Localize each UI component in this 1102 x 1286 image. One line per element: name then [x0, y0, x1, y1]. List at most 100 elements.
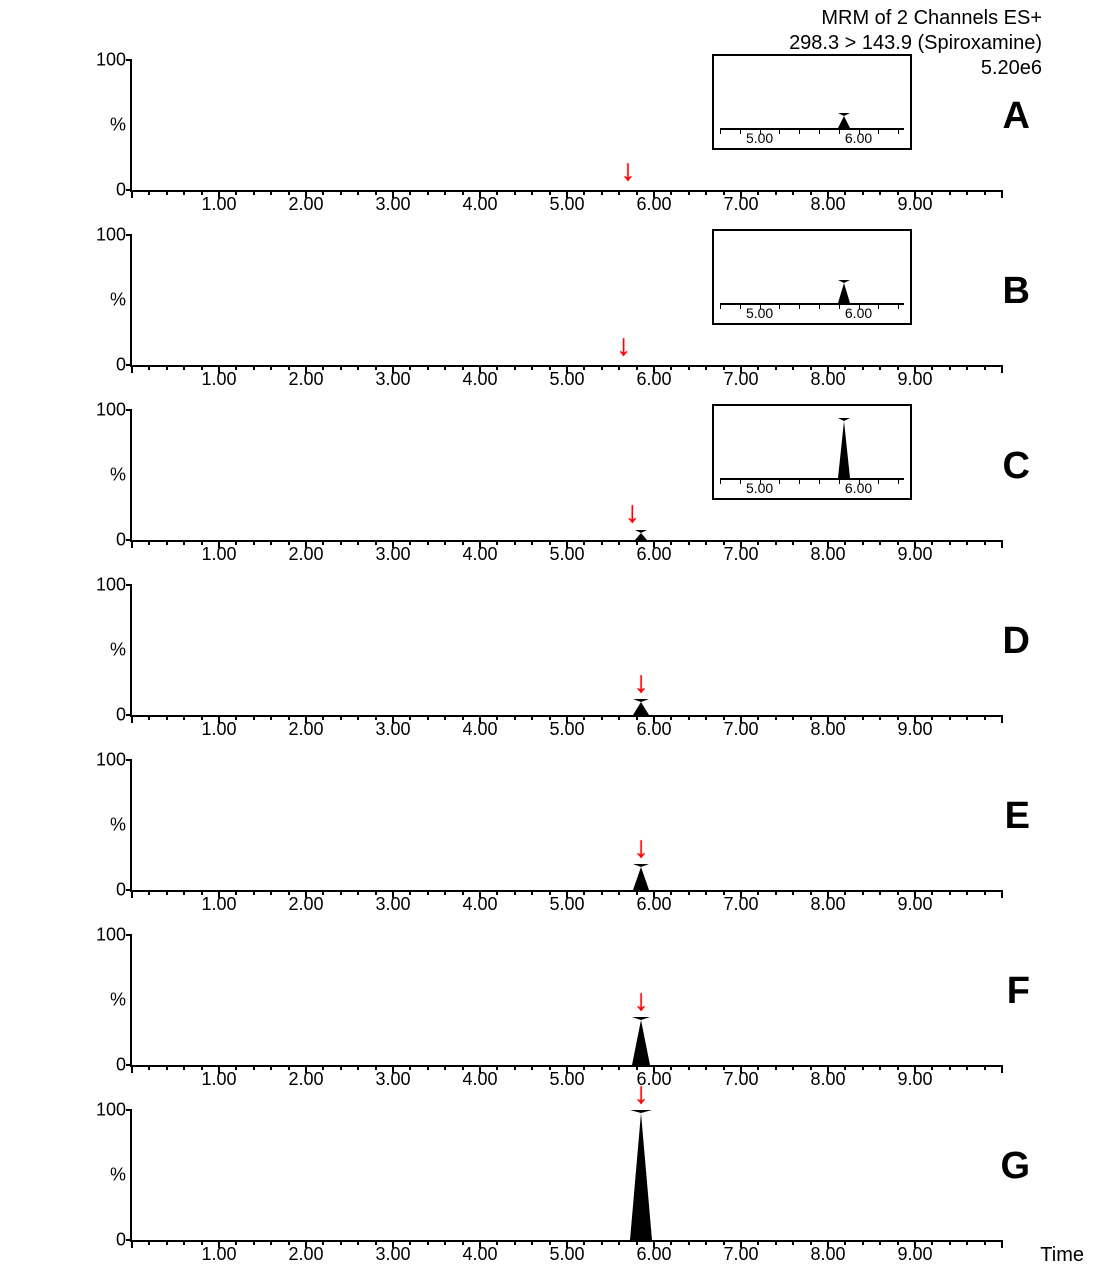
y-unit-label: %: [110, 115, 126, 136]
peak: [630, 1110, 652, 1240]
inset-x-label: 6.00: [845, 480, 872, 496]
x-tick-label: 4.00: [462, 719, 497, 740]
x-tick-label: 3.00: [375, 1244, 410, 1265]
x-tick-label: 1.00: [201, 369, 236, 390]
x-tick-label: 5.00: [549, 894, 584, 915]
x-tick-label: 2.00: [288, 544, 323, 565]
y-tick-label: 100: [96, 50, 126, 71]
inset-zoom: 5.006.00: [712, 229, 912, 325]
x-tick-label: 3.00: [375, 544, 410, 565]
y-unit-label: %: [110, 990, 126, 1011]
x-tick-label: 6.00: [636, 194, 671, 215]
x-tick-label: 8.00: [810, 894, 845, 915]
inset-x-label: 6.00: [845, 305, 872, 321]
x-tick-label: 8.00: [810, 194, 845, 215]
peak-arrow-icon: [620, 156, 635, 186]
inset-peak: [838, 418, 850, 478]
y-tick-label: 100: [96, 750, 126, 771]
x-tick-label: 3.00: [375, 719, 410, 740]
inset-x-label: 6.00: [845, 130, 872, 146]
x-tick-label: 6.00: [636, 1069, 671, 1090]
peak: [635, 530, 647, 540]
x-tick-label: 4.00: [462, 1069, 497, 1090]
x-tick-label: 1.00: [201, 544, 236, 565]
x-tick-label: 6.00: [636, 544, 671, 565]
inset-peak: [838, 113, 850, 128]
x-tick-label: 9.00: [897, 194, 932, 215]
y-tick-label: 0: [116, 180, 126, 201]
inset-x-label: 5.00: [746, 130, 773, 146]
inset-zoom: 5.00 6.00: [712, 404, 912, 500]
panel-label: A: [1003, 95, 1030, 138]
x-tick-label: 1.00: [201, 1244, 236, 1265]
peak: [633, 864, 649, 890]
chromatogram-figure: MRM of 2 Channels ES+ 298.3 > 143.9 (Spi…: [0, 0, 1102, 1286]
x-tick-label: 7.00: [723, 544, 758, 565]
x-tick-label: 7.00: [723, 1244, 758, 1265]
x-tick-label: 3.00: [375, 894, 410, 915]
panel-label: B: [1003, 270, 1030, 313]
panel-E: 0100%1.002.003.004.005.006.007.008.009.0…: [60, 760, 1040, 920]
y-tick-label: 100: [96, 400, 126, 421]
x-tick-label: 9.00: [897, 894, 932, 915]
panel-A: 0100%1.002.003.004.005.006.007.008.009.0…: [60, 60, 1040, 220]
x-tick-label: 7.00: [723, 1069, 758, 1090]
x-tick-label: 9.00: [897, 369, 932, 390]
header-line2: 298.3 > 143.9 (Spiroxamine): [789, 31, 1042, 56]
inset-x-label: 5.00: [746, 480, 773, 496]
x-tick-label: 6.00: [636, 894, 671, 915]
y-unit-label: %: [110, 1165, 126, 1186]
y-tick-label: 0: [116, 530, 126, 551]
axes: 0100%1.002.003.004.005.006.007.008.009.0…: [130, 585, 1002, 717]
x-tick-label: 1.00: [201, 719, 236, 740]
y-tick-label: 0: [116, 880, 126, 901]
x-tick-label: 3.00: [375, 1069, 410, 1090]
x-tick-label: 2.00: [288, 1069, 323, 1090]
y-tick-label: 0: [116, 355, 126, 376]
x-tick-label: 4.00: [462, 194, 497, 215]
panel-B: 0100%1.002.003.004.005.006.007.008.009.0…: [60, 235, 1040, 395]
x-tick-label: 3.00: [375, 194, 410, 215]
x-tick-label: 9.00: [897, 1244, 932, 1265]
x-tick-label: 4.00: [462, 894, 497, 915]
x-tick-label: 4.00: [462, 1244, 497, 1265]
x-tick-label: 5.00: [549, 544, 584, 565]
y-unit-label: %: [110, 465, 126, 486]
y-unit-label: %: [110, 815, 126, 836]
y-tick-label: 0: [116, 1055, 126, 1076]
peak: [633, 699, 649, 715]
peak-arrow-icon: [625, 498, 640, 528]
x-tick-label: 2.00: [288, 194, 323, 215]
x-tick-label: 8.00: [810, 1244, 845, 1265]
axes: 0100%1.002.003.004.005.006.007.008.009.0…: [130, 235, 1002, 367]
x-tick-label: 8.00: [810, 1069, 845, 1090]
x-tick-label: 1.00: [201, 894, 236, 915]
y-tick-label: 0: [116, 705, 126, 726]
panel-label: F: [1007, 970, 1030, 1013]
panel-label: E: [1005, 795, 1030, 838]
panel-label: D: [1003, 620, 1030, 663]
inset-peak: [838, 280, 850, 303]
y-tick-label: 0: [116, 1230, 126, 1251]
y-tick-label: 100: [96, 925, 126, 946]
y-tick-label: 100: [96, 1100, 126, 1121]
x-tick-label: 6.00: [636, 1244, 671, 1265]
x-tick-label: 9.00: [897, 544, 932, 565]
x-tick-label: 7.00: [723, 369, 758, 390]
x-tick-label: 9.00: [897, 1069, 932, 1090]
x-tick-label: 5.00: [549, 369, 584, 390]
x-tick-label: 3.00: [375, 369, 410, 390]
axes: 0100%1.002.003.004.005.006.007.008.009.0…: [130, 410, 1002, 542]
peak-arrow-icon: [633, 833, 648, 863]
x-tick-label: 6.00: [636, 369, 671, 390]
axes: 0100%1.002.003.004.005.006.007.008.009.0…: [130, 760, 1002, 892]
panel-D: 0100%1.002.003.004.005.006.007.008.009.0…: [60, 585, 1040, 745]
x-tick-label: 2.00: [288, 894, 323, 915]
inset-zoom: 5.00 6.00: [712, 54, 912, 150]
x-tick-label: 5.00: [549, 1069, 584, 1090]
y-unit-label: %: [110, 640, 126, 661]
x-tick-label: 5.00: [549, 719, 584, 740]
panel-label: C: [1003, 445, 1030, 488]
x-tick-label: 8.00: [810, 544, 845, 565]
axes: 0100%1.002.003.004.005.006.007.008.009.0…: [130, 935, 1002, 1067]
